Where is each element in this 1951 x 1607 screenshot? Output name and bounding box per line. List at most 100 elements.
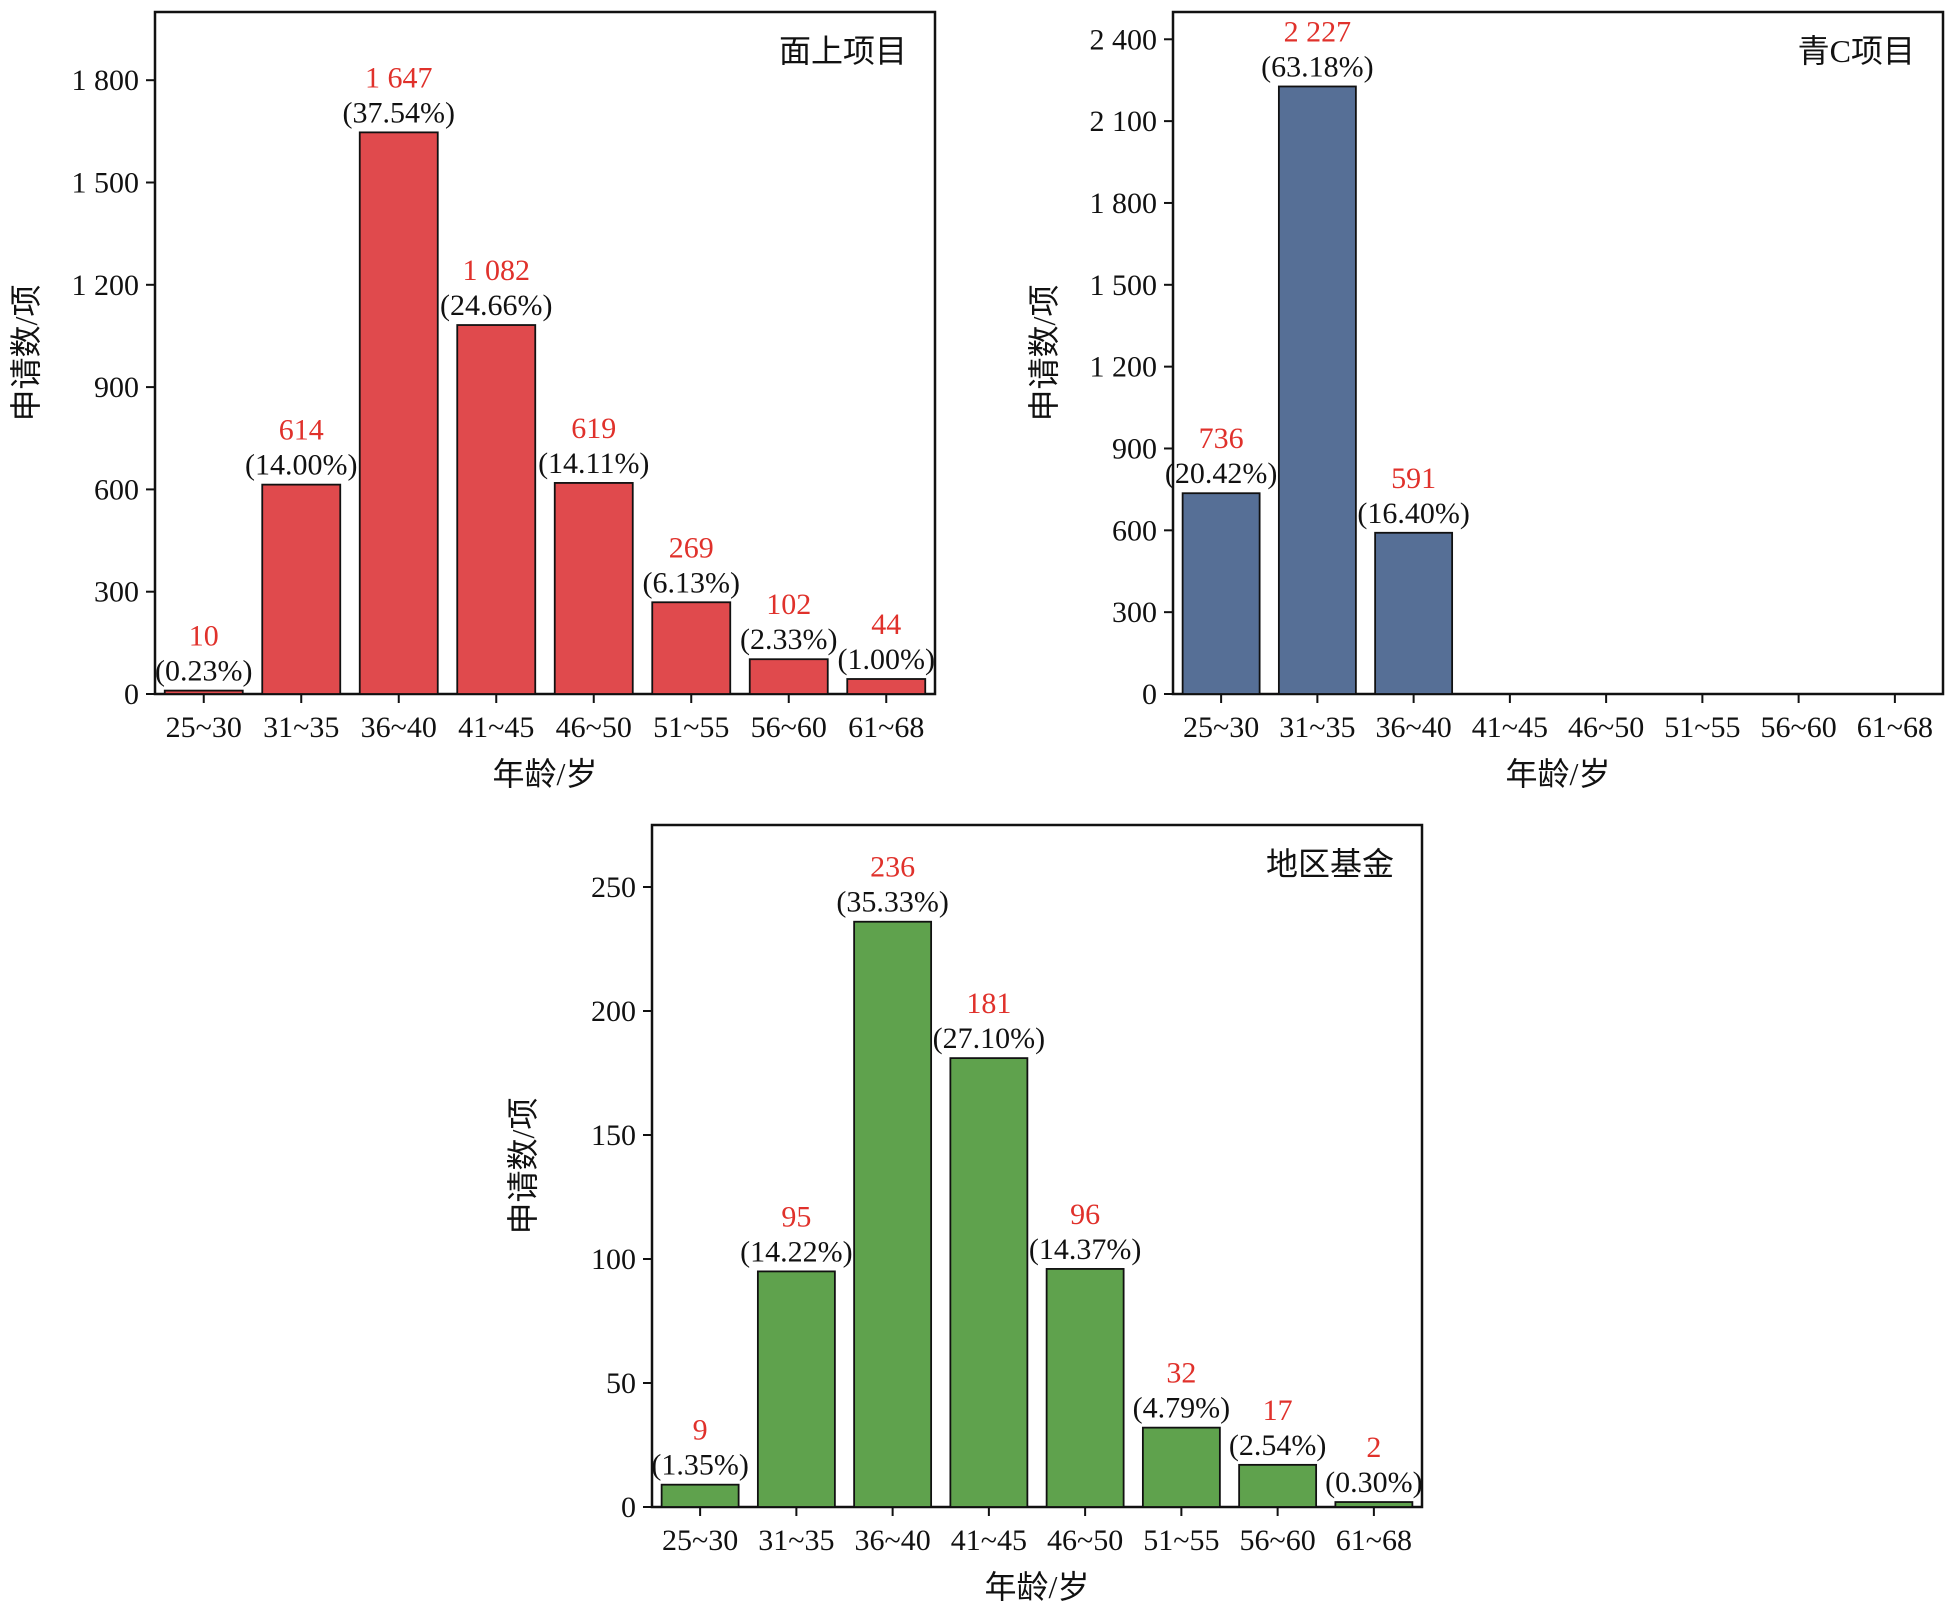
y-axis-title: 申请数/项 xyxy=(505,1098,541,1235)
percent-label: (24.66%) xyxy=(440,289,552,322)
bar xyxy=(261,483,342,695)
y-axis-title: 申请数/项 xyxy=(1026,285,1062,422)
count-label: 17 xyxy=(1263,1394,1293,1427)
percent-label: (14.37%) xyxy=(1029,1233,1141,1266)
x-tick-label: 36~40 xyxy=(1376,711,1452,744)
plot-frame xyxy=(153,10,937,696)
y-tick-label: 1 800 xyxy=(1090,187,1158,220)
y-tick-label: 300 xyxy=(94,576,139,609)
bar xyxy=(846,678,927,695)
x-tick-label: 46~50 xyxy=(556,711,632,744)
x-axis-title: 年龄/岁 xyxy=(1506,756,1611,792)
percent-label: (0.30%) xyxy=(1325,1466,1422,1499)
count-label: 619 xyxy=(571,412,616,445)
x-tick-label: 36~40 xyxy=(361,711,437,744)
count-label: 44 xyxy=(871,608,901,641)
count-label: 95 xyxy=(781,1200,811,1233)
x-tick-label: 25~30 xyxy=(1183,711,1259,744)
y-tick-label: 600 xyxy=(1112,514,1157,547)
x-tick-label: 25~30 xyxy=(166,711,242,744)
y-tick-label: 1 500 xyxy=(1090,269,1158,302)
x-tick-label: 31~35 xyxy=(1279,711,1355,744)
percent-label: (37.54%) xyxy=(343,96,455,129)
y-tick-label: 300 xyxy=(1112,596,1157,629)
x-tick-label: 46~50 xyxy=(1047,1524,1123,1557)
chart-panel-youth-c-program: 0 300 600 900 1 200 1 500 1 800 2 100 2 400 25~30… xyxy=(1026,10,1945,792)
x-tick-label: 51~55 xyxy=(653,711,729,744)
count-label: 9 xyxy=(693,1414,708,1447)
count-label: 32 xyxy=(1166,1357,1196,1390)
bar xyxy=(1277,85,1357,695)
y-tick-label: 0 xyxy=(1142,678,1157,711)
x-tick-label: 41~45 xyxy=(458,711,534,744)
y-tick-label: 900 xyxy=(1112,432,1157,465)
x-tick-label: 36~40 xyxy=(855,1524,931,1557)
y-tick-label: 900 xyxy=(94,371,139,404)
x-tick-label: 51~55 xyxy=(1143,1524,1219,1557)
y-axis-title: 申请数/项 xyxy=(8,285,44,422)
count-label: 1 647 xyxy=(365,61,433,94)
x-tick-label: 56~60 xyxy=(751,711,827,744)
count-label: 269 xyxy=(669,531,714,564)
y-tick-label: 100 xyxy=(591,1243,636,1276)
x-tick-label: 61~68 xyxy=(1336,1524,1412,1557)
x-tick-label: 46~50 xyxy=(1568,711,1644,744)
bar xyxy=(456,324,537,695)
x-tick-label: 31~35 xyxy=(758,1524,834,1557)
y-tick-label: 1 500 xyxy=(72,167,140,200)
x-axis-title: 年龄/岁 xyxy=(493,756,598,792)
y-tick-label: 250 xyxy=(591,871,636,904)
percent-label: (0.23%) xyxy=(155,655,252,688)
percent-label: (1.00%) xyxy=(838,643,935,676)
percent-label: (16.40%) xyxy=(1357,497,1469,530)
bar xyxy=(853,920,933,1508)
bar xyxy=(949,1057,1029,1508)
count-label: 96 xyxy=(1070,1198,1100,1231)
count-label: 181 xyxy=(966,987,1011,1020)
bar xyxy=(358,131,439,695)
bar xyxy=(756,1270,836,1508)
x-tick-label: 25~30 xyxy=(662,1524,738,1557)
y-tick-label: 0 xyxy=(621,1491,636,1524)
percent-label: (4.79%) xyxy=(1133,1392,1230,1425)
plot-frame xyxy=(650,823,1424,1509)
count-label: 102 xyxy=(766,588,811,621)
chart-panel-regional-fund: 0 50 100 150 200 250 25~30 31~35 36~40 41~45 46~50… xyxy=(505,823,1424,1605)
count-label: 2 xyxy=(1366,1431,1381,1464)
bar xyxy=(660,1483,740,1508)
count-label: 10 xyxy=(189,620,219,653)
bar xyxy=(748,658,829,695)
panel-title: 面上项目 xyxy=(779,33,907,69)
bar xyxy=(1238,1463,1318,1508)
bar xyxy=(1334,1501,1414,1508)
panel-title: 地区基金 xyxy=(1266,846,1394,882)
percent-label: (63.18%) xyxy=(1261,50,1373,83)
x-tick-label: 56~60 xyxy=(1240,1524,1316,1557)
y-tick-label: 1 200 xyxy=(1090,351,1158,384)
y-tick-label: 150 xyxy=(591,1119,636,1152)
x-tick-label: 31~35 xyxy=(263,711,339,744)
x-axis-title: 年龄/岁 xyxy=(985,1569,1090,1605)
count-label: 236 xyxy=(870,851,915,884)
count-label: 591 xyxy=(1391,462,1436,495)
percent-label: (27.10%) xyxy=(933,1022,1045,1055)
percent-label: (2.54%) xyxy=(1229,1429,1326,1462)
panel-title: 青C项目 xyxy=(1798,33,1915,69)
x-tick-label: 51~55 xyxy=(1664,711,1740,744)
bar xyxy=(1181,492,1261,695)
bar xyxy=(1045,1268,1125,1508)
percent-label: (35.33%) xyxy=(836,886,948,919)
percent-label: (20.42%) xyxy=(1165,457,1277,490)
y-tick-label: 2 400 xyxy=(1090,23,1158,56)
bar xyxy=(1374,531,1454,695)
percent-label: (14.00%) xyxy=(245,449,357,482)
percent-label: (6.13%) xyxy=(643,566,740,599)
bar xyxy=(553,482,634,695)
percent-label: (14.22%) xyxy=(740,1235,852,1268)
percent-label: (2.33%) xyxy=(740,623,837,656)
y-tick-label: 200 xyxy=(591,995,636,1028)
x-tick-label: 56~60 xyxy=(1761,711,1837,744)
chart-panel-general-program: 0 300 600 900 1 200 1 500 1 800 25~30 31~35 36~40… xyxy=(8,10,937,792)
count-label: 614 xyxy=(279,414,324,447)
